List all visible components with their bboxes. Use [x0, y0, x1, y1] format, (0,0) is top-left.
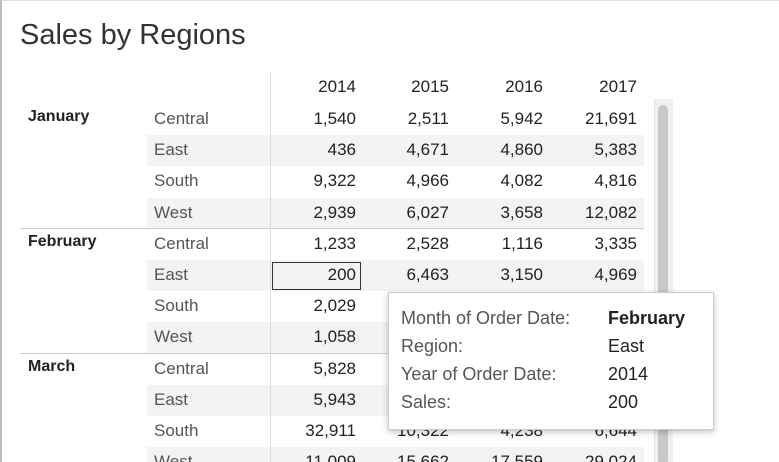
tooltip: Month of Order Date: February Region: East Y… — [388, 292, 714, 430]
region-label[interactable]: West — [154, 327, 193, 347]
sales-cell[interactable]: 6,463 — [406, 265, 449, 284]
sales-cell[interactable]: 5,383 — [594, 140, 637, 160]
tooltip-value: 200 — [608, 392, 639, 412]
column-header[interactable]: 2014 — [318, 77, 356, 96]
region-label[interactable]: South — [154, 421, 199, 440]
sales-cell[interactable]: 4,969 — [594, 265, 637, 284]
sales-cell[interactable]: 200 — [327, 265, 356, 284]
column-header[interactable]: 2017 — [599, 77, 637, 96]
region-label[interactable]: Central — [154, 358, 209, 378]
sales-cell[interactable]: 3,335 — [594, 233, 637, 253]
row-band — [147, 197, 644, 229]
sales-cell[interactable]: 4,082 — [500, 171, 543, 191]
region-label[interactable]: Central — [154, 233, 209, 253]
tooltip-value: East — [608, 336, 645, 356]
sales-cell[interactable]: 1,233 — [313, 233, 356, 253]
sales-cell[interactable]: 3,658 — [500, 202, 543, 222]
column-divider — [270, 71, 271, 462]
sales-cell[interactable]: 4,860 — [500, 140, 543, 160]
column-header[interactable]: 2016 — [505, 77, 543, 96]
month-label[interactable]: February — [28, 232, 97, 250]
region-label[interactable]: East — [154, 140, 189, 160]
sales-cell[interactable]: 29,024 — [585, 452, 637, 462]
scrollbar-thumb[interactable] — [658, 105, 668, 462]
row-band — [147, 135, 644, 167]
month-divider — [20, 227, 644, 229]
sales-cell[interactable]: 1,116 — [501, 233, 543, 253]
region-label[interactable]: East — [154, 389, 189, 409]
row-band — [147, 447, 644, 462]
sales-cell[interactable]: 5,828 — [313, 358, 356, 378]
sales-cell[interactable]: 2,029 — [313, 296, 356, 316]
sales-cell[interactable]: 2,939 — [313, 202, 356, 222]
tooltip-label: Year of Order Date: — [401, 364, 557, 384]
tooltip-label: Region: — [401, 336, 464, 356]
sales-cell[interactable]: 1,058 — [313, 327, 356, 347]
tooltip-value: 2014 — [608, 364, 649, 384]
tooltip-value: February — [608, 308, 686, 328]
sales-cell[interactable]: 15,662 — [397, 452, 449, 462]
sales-cell[interactable]: 32,911 — [305, 421, 356, 440]
tooltip-label: Month of Order Date: — [401, 308, 571, 328]
sales-cell[interactable]: 12,082 — [585, 202, 637, 222]
row-band — [147, 260, 644, 291]
month-divider — [20, 352, 644, 354]
sales-cell[interactable]: 5,943 — [313, 389, 356, 409]
sales-cell[interactable]: 6,027 — [406, 202, 449, 222]
sales-cell[interactable]: 4,671 — [406, 140, 449, 160]
sales-cell[interactable]: 11,009 — [305, 452, 356, 462]
region-label[interactable]: South — [154, 171, 199, 191]
column-header[interactable]: 2015 — [411, 77, 449, 96]
region-label[interactable]: West — [154, 202, 193, 222]
month-label[interactable]: January — [28, 108, 90, 125]
sales-cell[interactable]: 2,511 — [407, 109, 449, 128]
sales-cell[interactable]: 3,150 — [500, 265, 543, 284]
region-label[interactable]: Central — [154, 109, 209, 128]
sales-cell[interactable]: 9,322 — [313, 171, 356, 191]
sales-cell[interactable]: 5,942 — [500, 109, 543, 128]
selected-cell — [272, 262, 361, 290]
sales-cell[interactable]: 21,691 — [585, 109, 637, 128]
month-label[interactable]: March — [28, 357, 76, 375]
region-label[interactable]: South — [154, 296, 199, 316]
region-label[interactable]: West — [154, 452, 193, 462]
region-label[interactable]: East — [154, 265, 189, 284]
title: Sales by Regions — [20, 19, 246, 51]
sales-cell[interactable]: 4,816 — [594, 171, 637, 191]
sales-cell[interactable]: 2,528 — [406, 233, 449, 253]
sales-cell[interactable]: 1,540 — [313, 109, 356, 128]
sales-cell[interactable]: 17,559 — [491, 452, 543, 462]
tooltip-label: Sales: — [401, 392, 452, 412]
sales-cell[interactable]: 4,966 — [406, 171, 449, 191]
sales-cell[interactable]: 436 — [327, 140, 356, 160]
